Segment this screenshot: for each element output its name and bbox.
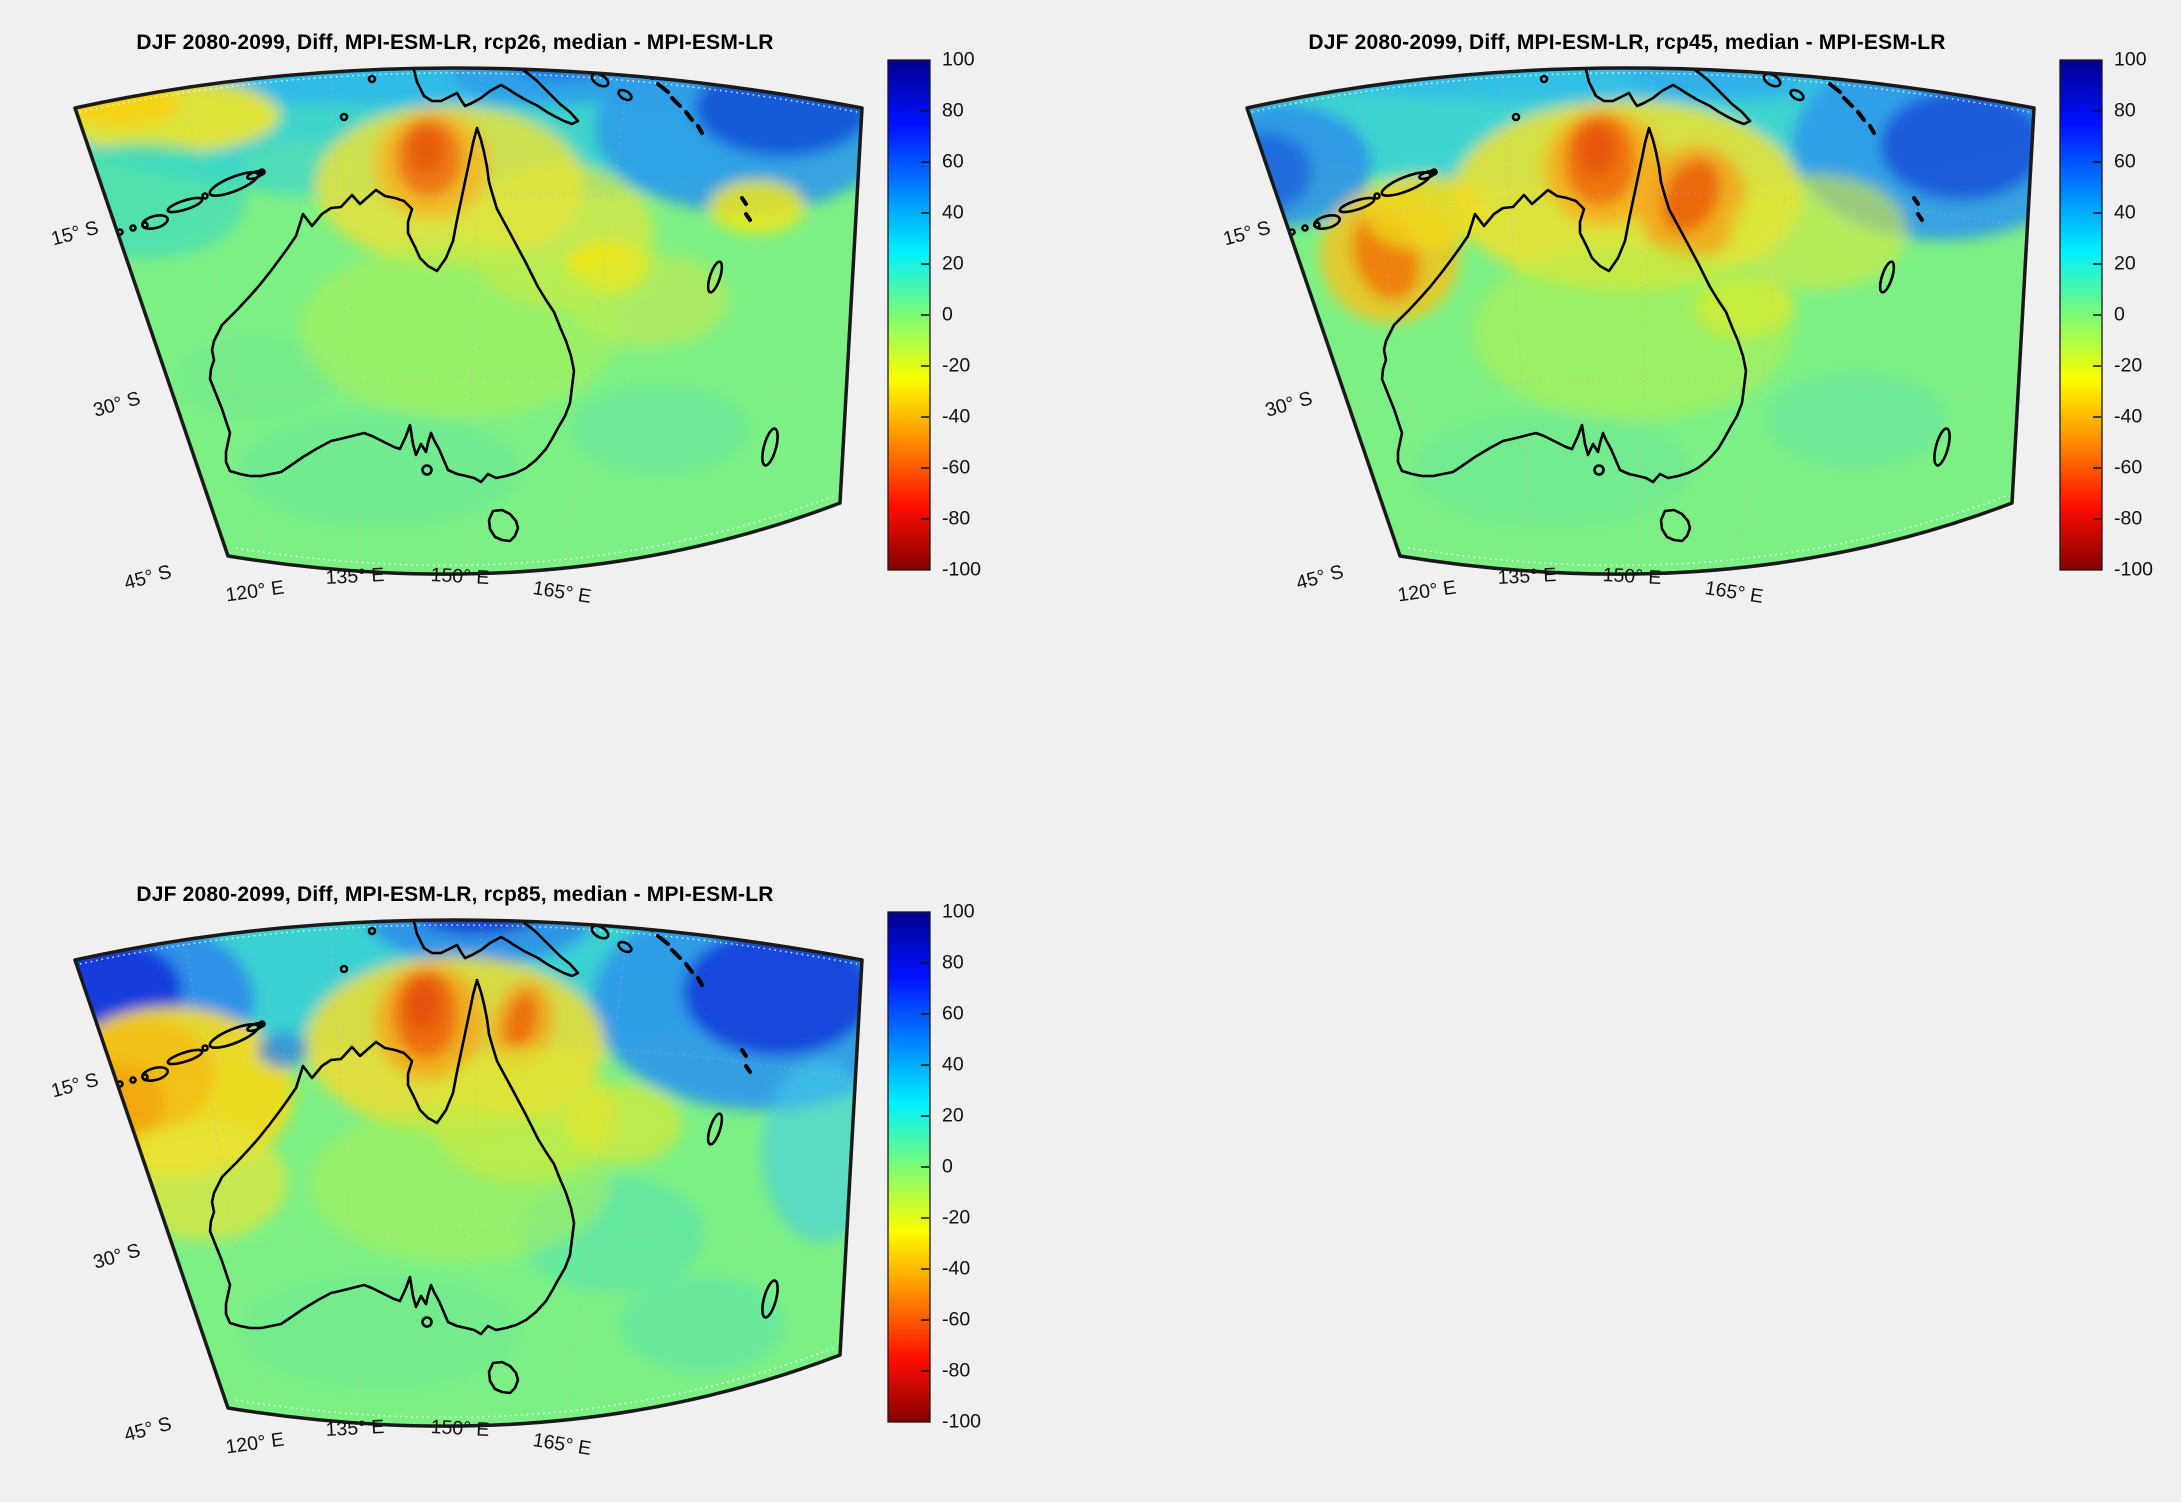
colorbar-label-20: 20 — [2114, 252, 2136, 275]
colorbar-ticks — [2093, 110, 2101, 520]
colorbar-label-0: 0 — [942, 303, 953, 326]
colorbar-label-100: 100 — [942, 48, 975, 71]
colorbar-label-40: 40 — [2114, 201, 2136, 224]
map-frame — [1245, 66, 2036, 576]
panel-title: DJF 2080-2099, Diff, MPI-ESM-LR, rcp45, … — [1308, 31, 1946, 54]
colorbar — [2059, 59, 2103, 571]
colorbar-label-n100: -100 — [942, 1410, 982, 1433]
map-rcp45 — [1245, 59, 2103, 576]
colorbar-label-n100: -100 — [2114, 558, 2154, 581]
colorbar-label-n20: -20 — [942, 1206, 971, 1229]
colorbar-label-n80: -80 — [942, 507, 971, 530]
colorbar-label-n100: -100 — [942, 558, 982, 581]
figure-canvas: { "figure": { "background": "#F0F0F0", "… — [0, 0, 2181, 1460]
colorbar-label-n80: -80 — [2114, 507, 2143, 530]
colorbar-ticks — [921, 962, 929, 1372]
lon-tick-150e: 150° E — [430, 1415, 490, 1442]
colorbar-label-20: 20 — [942, 252, 964, 275]
colorbar-label-n40: -40 — [942, 1257, 971, 1280]
colorbar-label-n60: -60 — [942, 1308, 971, 1331]
colorbar — [887, 911, 931, 1423]
colorbar-label-n40: -40 — [2114, 405, 2143, 428]
map-frame — [73, 66, 864, 576]
colorbar-label-n60: -60 — [942, 456, 971, 479]
colorbar-label-0: 0 — [942, 1155, 953, 1178]
lon-tick-135e: 135° E — [1497, 563, 1557, 590]
lon-tick-150e: 150° E — [1602, 563, 1662, 590]
colorbar-label-n20: -20 — [2114, 354, 2143, 377]
colorbar-label-40: 40 — [942, 201, 964, 224]
colorbar-label-n60: -60 — [2114, 456, 2143, 479]
colorbar-label-80: 80 — [942, 99, 964, 122]
colorbar-label-100: 100 — [2114, 48, 2147, 71]
colorbar-label-60: 60 — [2114, 150, 2136, 173]
colorbar-label-80: 80 — [2114, 99, 2136, 122]
panel-title: DJF 2080-2099, Diff, MPI-ESM-LR, rcp26, … — [136, 31, 774, 54]
lon-tick-150e: 150° E — [430, 563, 490, 590]
panel-rcp26: DJF 2080-2099, Diff, MPI-ESM-LR, rcp26, … — [0, 0, 1010, 650]
colorbar-label-40: 40 — [942, 1053, 964, 1076]
colorbar-label-0: 0 — [2114, 303, 2125, 326]
lon-tick-135e: 135° E — [325, 1415, 385, 1442]
colorbar-label-n40: -40 — [942, 405, 971, 428]
map-rcp85 — [73, 911, 931, 1428]
map-rcp26 — [73, 59, 931, 576]
colorbar-label-n80: -80 — [942, 1359, 971, 1382]
panel-rcp85: DJF 2080-2099, Diff, MPI-ESM-LR, rcp85, … — [0, 852, 1010, 1502]
colorbar-ticks — [921, 110, 929, 520]
panel-rcp45: DJF 2080-2099, Diff, MPI-ESM-LR, rcp45, … — [1172, 0, 2181, 650]
colorbar-label-80: 80 — [942, 951, 964, 974]
colorbar-label-60: 60 — [942, 1002, 964, 1025]
colorbar-label-100: 100 — [942, 900, 975, 923]
colorbar-label-60: 60 — [942, 150, 964, 173]
panel-title: DJF 2080-2099, Diff, MPI-ESM-LR, rcp85, … — [136, 883, 774, 906]
colorbar-label-n20: -20 — [942, 354, 971, 377]
contour-field — [1247, 68, 2034, 528]
colorbar-label-20: 20 — [942, 1104, 964, 1127]
colorbar — [887, 59, 931, 571]
lon-tick-135e: 135° E — [325, 563, 385, 590]
map-frame — [73, 918, 864, 1428]
